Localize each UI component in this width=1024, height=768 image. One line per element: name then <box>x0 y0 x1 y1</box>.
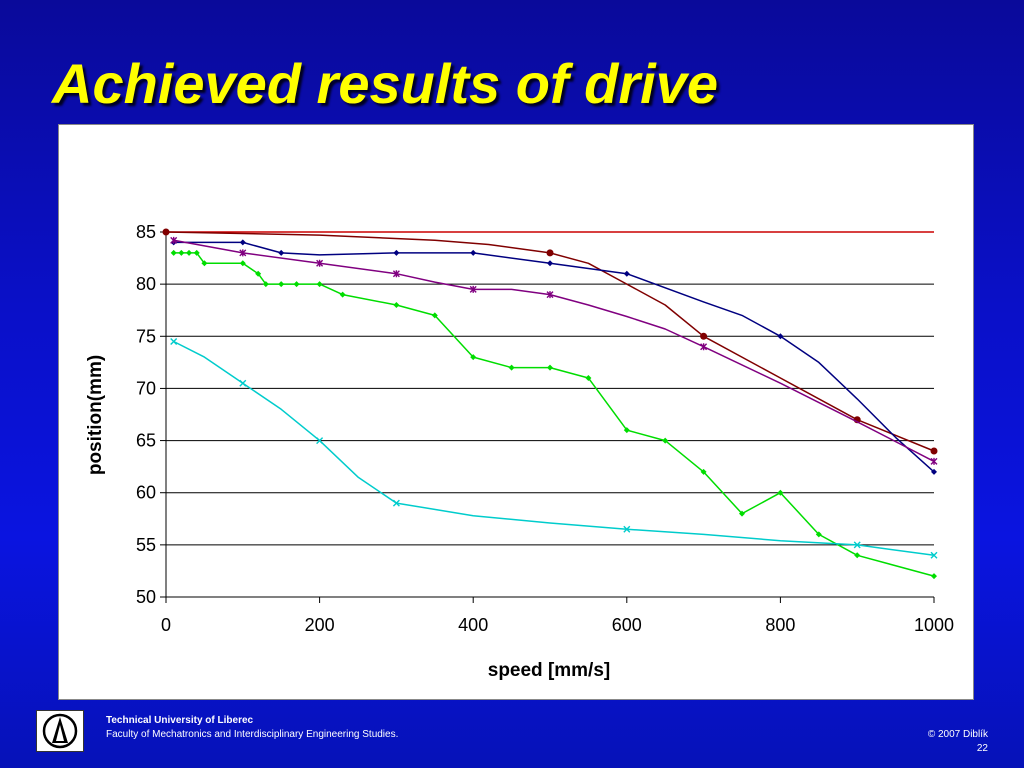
data-point <box>316 259 324 267</box>
footer-copyright: © 2007 Diblík <box>927 729 988 740</box>
y-axis-title: position(mm) <box>85 355 106 475</box>
data-point <box>700 468 707 475</box>
data-point <box>931 468 937 475</box>
data-point <box>162 228 170 236</box>
data-point <box>700 343 708 351</box>
data-point <box>930 551 938 559</box>
data-point <box>239 249 247 257</box>
data-point <box>293 281 300 288</box>
data-point <box>193 249 200 256</box>
series-2 <box>162 228 938 455</box>
data-point <box>393 249 400 256</box>
data-point <box>278 249 285 256</box>
data-point <box>470 249 477 256</box>
data-point <box>262 281 269 288</box>
data-point <box>853 541 861 549</box>
data-point <box>585 375 592 381</box>
series-4 <box>170 236 938 465</box>
series-line <box>173 241 935 473</box>
y-tick-label: 75 <box>136 326 156 346</box>
data-point <box>623 525 631 533</box>
data-point <box>239 260 246 267</box>
footer-institution: Technical University of Liberec Faculty … <box>106 714 398 742</box>
series-6 <box>170 338 938 559</box>
footer-university: Technical University of Liberec <box>106 715 254 726</box>
data-point <box>546 291 554 299</box>
slide-title: Achieved results of drive <box>52 52 719 115</box>
data-point <box>508 364 515 371</box>
line-chart: 50 55 60 65 70 75 80 85 0 200 400 600 800 1000 speed … <box>85 222 954 681</box>
y-tick-label: 65 <box>136 431 156 451</box>
x-tick-label: 600 <box>612 615 642 635</box>
data-point <box>393 302 400 308</box>
data-point <box>777 333 784 340</box>
grid-lines <box>166 231 934 546</box>
data-point <box>431 312 438 319</box>
y-tick-label: 85 <box>136 222 156 242</box>
x-tick-label: 0 <box>161 615 171 635</box>
data-point <box>186 249 193 256</box>
axes <box>160 231 935 603</box>
footer-page-number: 22 <box>976 743 988 754</box>
data-point <box>547 260 553 267</box>
y-tick-label: 55 <box>136 535 156 555</box>
series-3 <box>170 239 937 475</box>
series-line <box>165 231 935 452</box>
data-point <box>469 285 477 293</box>
data-point <box>201 260 208 267</box>
data-point <box>392 499 400 507</box>
data-point <box>278 281 285 288</box>
data-point <box>815 531 822 538</box>
university-logo-icon <box>36 710 84 752</box>
footer-meta: © 2007 Diblík 22 <box>928 728 988 756</box>
data-point <box>930 457 938 465</box>
data-point <box>239 379 247 387</box>
data-point <box>930 447 938 455</box>
data-point <box>662 437 669 444</box>
y-tick-label: 70 <box>136 378 156 398</box>
data-point <box>339 291 346 298</box>
y-tick-label: 80 <box>136 274 156 294</box>
data-point <box>255 270 262 277</box>
footer-faculty: Faculty of Mechatronics and Interdiscipl… <box>106 729 399 740</box>
x-tick-label: 400 <box>458 615 488 635</box>
data-point <box>170 249 177 256</box>
data-point <box>777 489 784 496</box>
data-point <box>178 249 185 256</box>
series-lines <box>162 228 938 580</box>
data-point <box>623 270 630 277</box>
data-point <box>170 236 178 244</box>
y-tick-label: 50 <box>136 587 156 607</box>
data-point <box>239 239 246 246</box>
series-line <box>173 340 935 557</box>
chart-panel: 50 55 60 65 70 75 80 85 0 200 400 600 800 1000 speed … <box>58 124 974 700</box>
series-line <box>173 252 935 577</box>
data-point <box>546 249 554 257</box>
data-point <box>931 573 937 580</box>
data-point <box>316 437 324 445</box>
x-tick-label: 800 <box>765 615 795 635</box>
data-point <box>854 552 861 559</box>
data-point <box>623 427 630 434</box>
y-tick-label: 60 <box>136 483 156 503</box>
tick-labels: 50 55 60 65 70 75 80 85 0 200 400 600 800 1000 <box>136 222 954 635</box>
data-point <box>316 281 323 288</box>
data-point <box>547 364 553 371</box>
data-point <box>392 270 400 278</box>
data-point <box>470 354 477 361</box>
series-5 <box>170 249 937 580</box>
data-point <box>700 332 708 340</box>
x-tick-label: 1000 <box>914 615 954 635</box>
data-point <box>170 338 178 345</box>
series-line <box>173 239 935 463</box>
x-axis-title: speed [mm/s] <box>488 660 610 681</box>
x-tick-label: 200 <box>305 615 335 635</box>
